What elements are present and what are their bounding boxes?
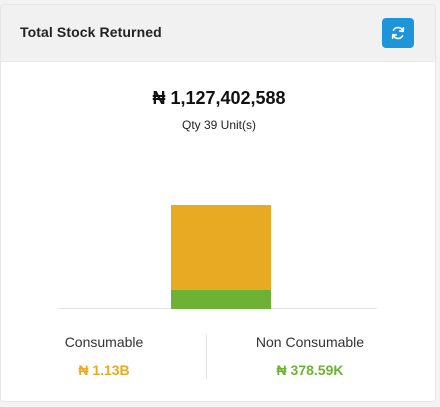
consumable-stat: Consumable ₦ 1.13B: [1, 334, 207, 378]
card-header: Total Stock Returned: [1, 5, 435, 62]
stacked-bar-chart: [1, 5, 435, 401]
card-title: Total Stock Returned: [20, 24, 162, 40]
total-quantity: Qty 39 Unit(s): [181, 118, 256, 132]
consumable-label: Consumable: [64, 334, 144, 350]
refresh-icon: [391, 26, 405, 40]
refresh-button[interactable]: [382, 18, 414, 48]
non-consumable-label: Non Consumable: [255, 334, 365, 350]
consumable-value: ₦ 1.13B: [78, 362, 130, 378]
total-stock-returned-card: Total Stock Returned ₦ 1,127,402,588 Qty…: [0, 4, 436, 402]
non-consumable-value: ₦ 378.59K: [276, 362, 344, 378]
stats-divider: [206, 334, 207, 379]
non-consumable-stat: Non Consumable ₦ 378.59K: [207, 334, 413, 378]
total-amount: ₦ 1,127,402,588: [152, 88, 286, 108]
bar-segment-non-consumable[interactable]: [171, 290, 271, 309]
bar-segment-consumable[interactable]: [171, 205, 271, 290]
